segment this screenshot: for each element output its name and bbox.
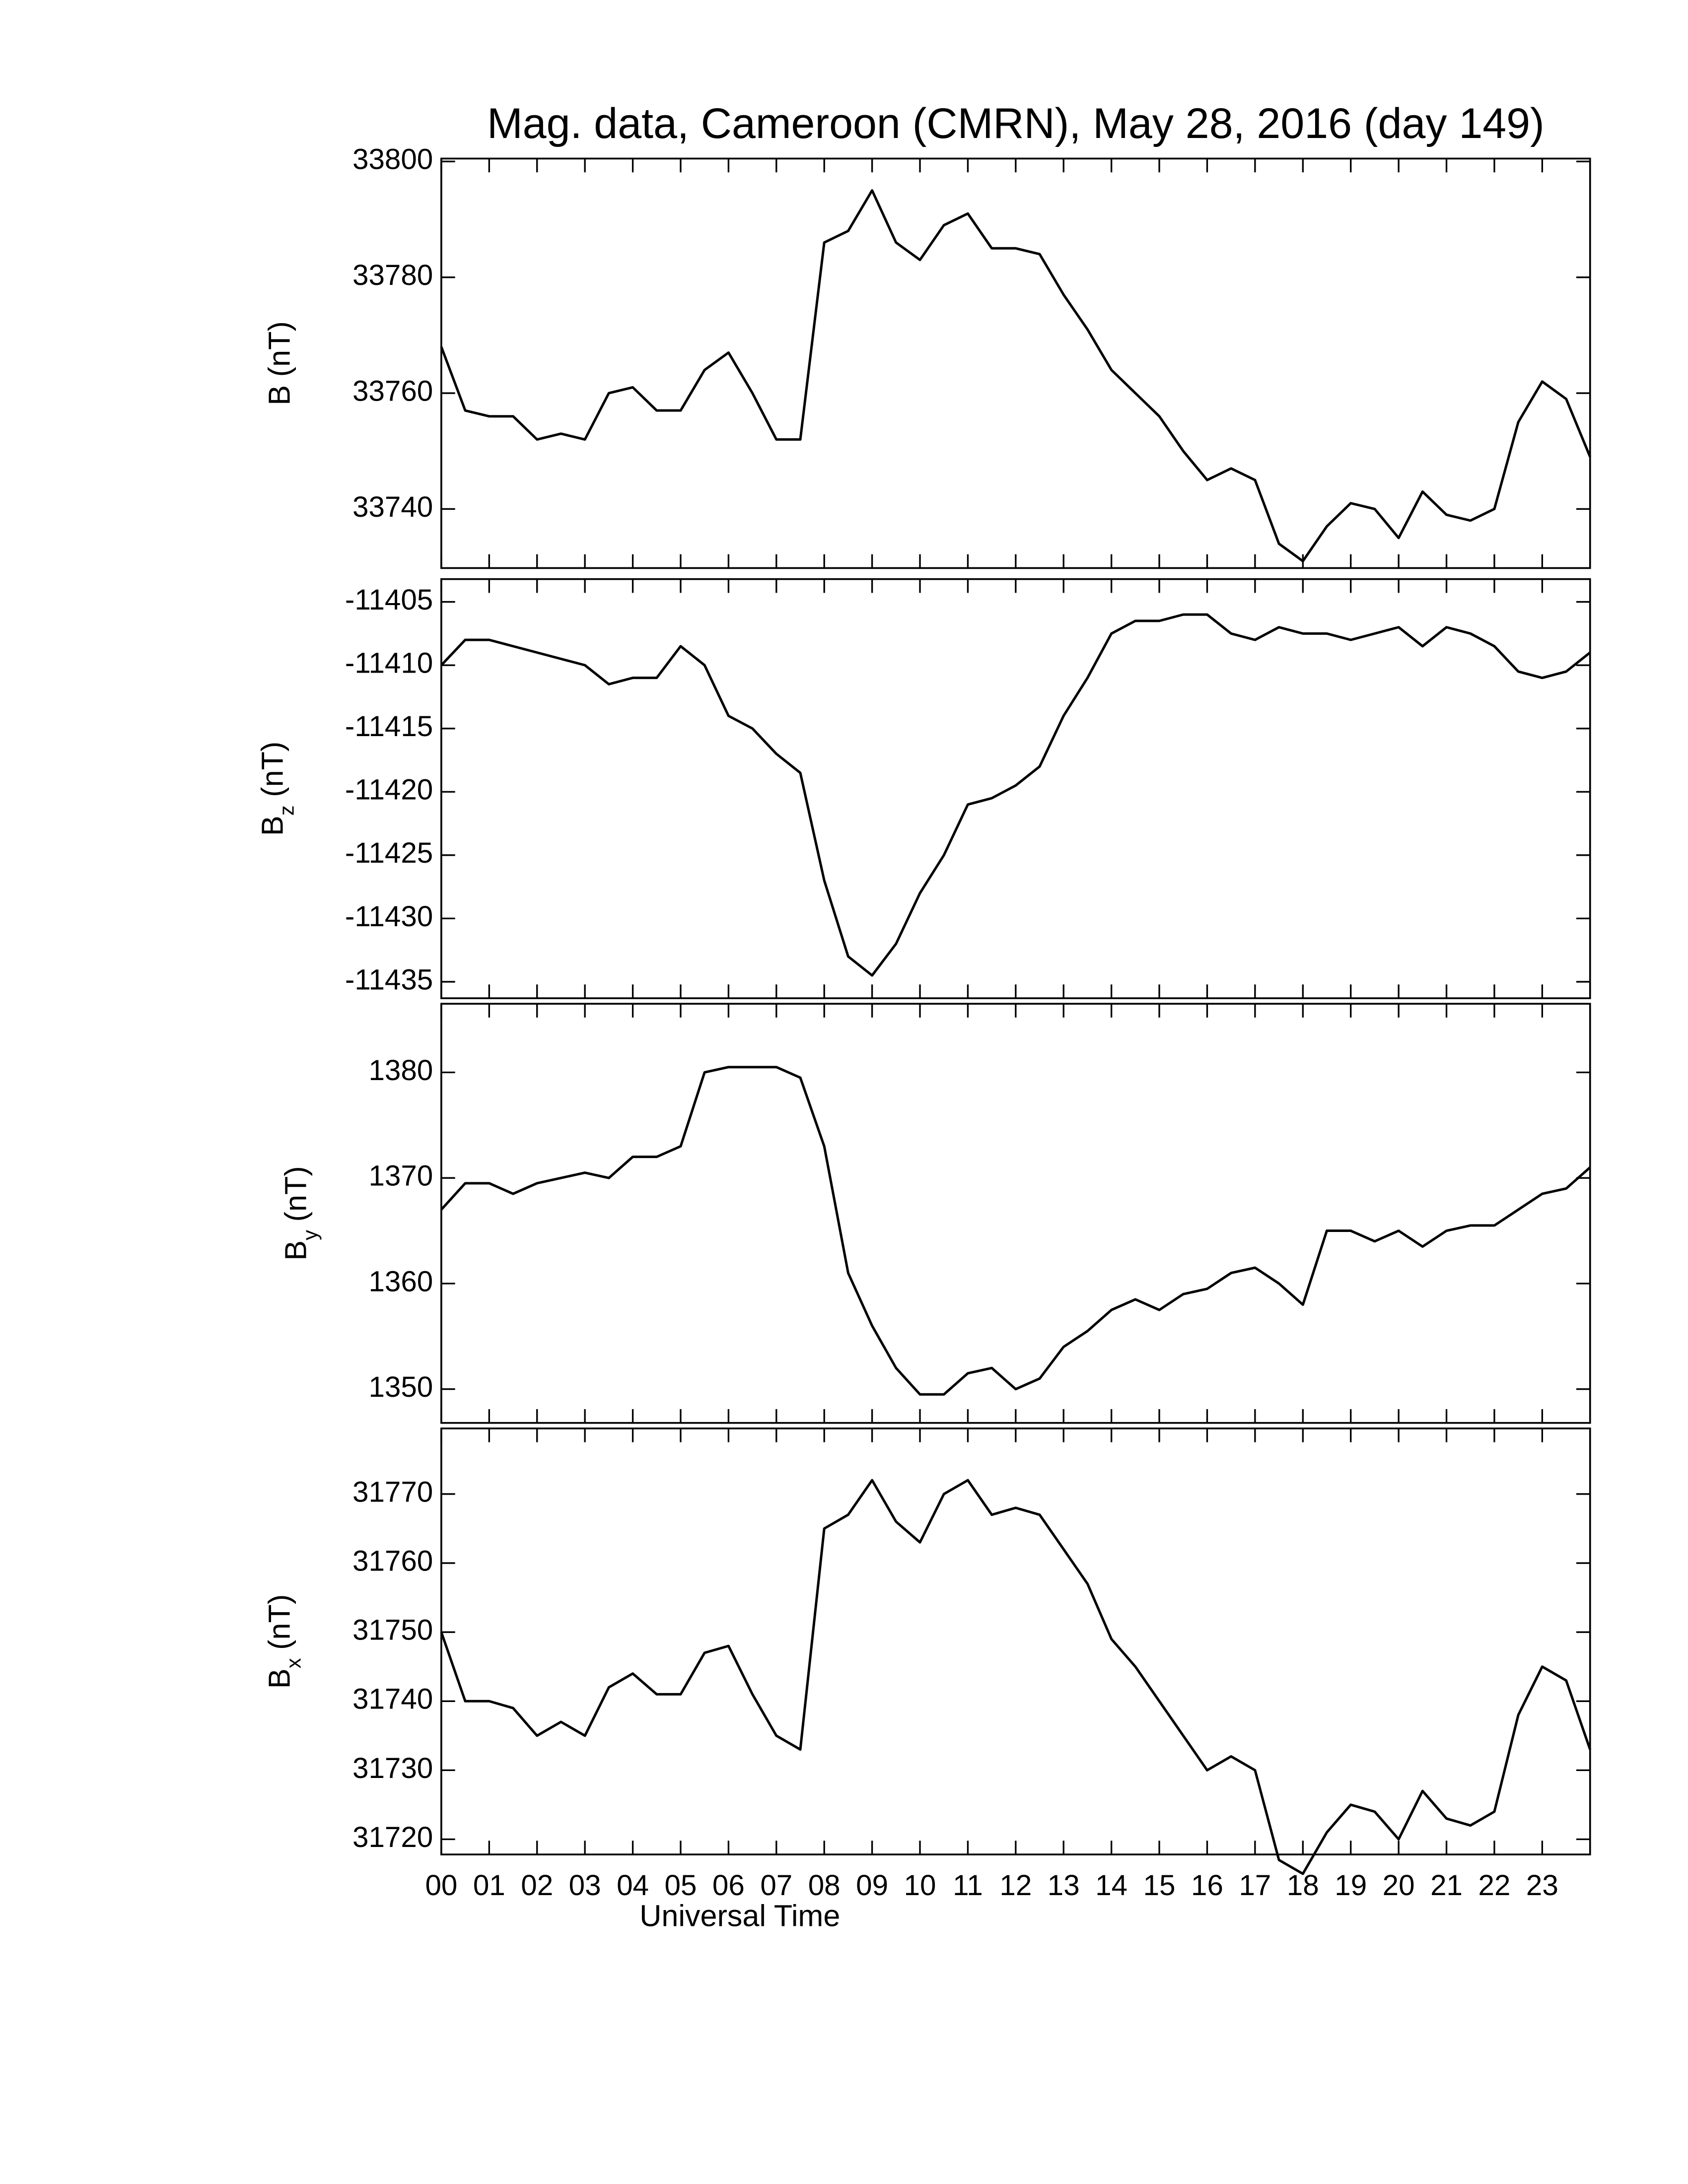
y-tick-label: 1360 bbox=[368, 1265, 433, 1297]
x-axis-label: Universal Time bbox=[639, 1899, 840, 1933]
y-label-subscript: z bbox=[275, 805, 298, 816]
y-tick-label: -11415 bbox=[345, 710, 433, 743]
x-tick-label: 03 bbox=[569, 1869, 601, 1902]
x-tick-label: 02 bbox=[521, 1869, 553, 1902]
x-tick-label: 08 bbox=[808, 1869, 841, 1902]
y-tick-label: 31750 bbox=[352, 1614, 433, 1646]
x-tick-label: 05 bbox=[665, 1869, 697, 1902]
y-tick-label: -11435 bbox=[345, 963, 433, 996]
x-tick-label: 21 bbox=[1430, 1869, 1463, 1902]
plot-frame bbox=[440, 1427, 1591, 1855]
y-label-symbol: B bbox=[255, 816, 289, 836]
x-tick-label: 11 bbox=[953, 1869, 983, 1902]
y-label-symbol: B bbox=[262, 1668, 296, 1689]
x-tick-label: 19 bbox=[1335, 1869, 1367, 1902]
x-tick-label: 10 bbox=[904, 1869, 936, 1902]
y-label-unit: (nT) bbox=[262, 1594, 296, 1650]
y-label-subscript: x bbox=[282, 1658, 305, 1668]
data-line bbox=[440, 1479, 1592, 1875]
y-label-unit: (nT) bbox=[255, 742, 289, 797]
y-tick-label: -11405 bbox=[345, 584, 433, 616]
x-tick-label: 01 bbox=[473, 1869, 505, 1902]
y-tick-label: -11430 bbox=[345, 900, 433, 933]
y-label-subscript: y bbox=[298, 1230, 322, 1240]
x-tick-label: 17 bbox=[1239, 1869, 1271, 1902]
y-axis-label: By (nT) bbox=[279, 1166, 322, 1260]
x-tick-label: 12 bbox=[999, 1869, 1032, 1902]
x-tick-label: 09 bbox=[856, 1869, 888, 1902]
y-tick-label: 33780 bbox=[352, 259, 433, 291]
data-line bbox=[440, 613, 1591, 977]
x-tick-label: 07 bbox=[760, 1869, 792, 1902]
y-tick-label: 1370 bbox=[368, 1160, 433, 1192]
x-tick-label: 22 bbox=[1478, 1869, 1511, 1902]
data-line bbox=[440, 1066, 1591, 1396]
x-tick-label: 04 bbox=[617, 1869, 649, 1902]
chart-title: Mag. data, Cameroon (CMRN), May 28, 2016… bbox=[487, 100, 1545, 147]
y-tick-label: 1350 bbox=[368, 1371, 433, 1403]
y-label-symbol: B bbox=[262, 385, 296, 406]
y-tick-label: 31740 bbox=[352, 1683, 433, 1715]
y-axis-label: Bz (nT) bbox=[255, 742, 298, 836]
x-tick-label: 15 bbox=[1143, 1869, 1176, 1902]
y-tick-label: 33760 bbox=[352, 375, 433, 407]
x-tick-label: 23 bbox=[1526, 1869, 1558, 1902]
y-tick-label: 33740 bbox=[352, 491, 433, 523]
x-tick-label: 20 bbox=[1383, 1869, 1415, 1902]
y-tick-label: -11425 bbox=[345, 837, 433, 869]
y-tick-label: 31760 bbox=[352, 1545, 433, 1577]
y-tick-label: -11420 bbox=[345, 774, 433, 806]
x-tick-label: 13 bbox=[1048, 1869, 1080, 1902]
y-label-symbol: B bbox=[279, 1240, 313, 1261]
data-line bbox=[440, 189, 1592, 562]
x-tick-label: 14 bbox=[1095, 1869, 1127, 1902]
y-axis-label: B (nT) bbox=[262, 321, 296, 405]
y-axis-label: Bx (nT) bbox=[262, 1594, 305, 1689]
y-tick-label: 31730 bbox=[352, 1752, 433, 1784]
y-label-unit: (nT) bbox=[279, 1166, 313, 1222]
x-tick-label: 16 bbox=[1191, 1869, 1223, 1902]
y-tick-label: 1380 bbox=[368, 1054, 433, 1087]
y-tick-label: 31720 bbox=[352, 1821, 433, 1853]
y-tick-label: 33800 bbox=[352, 143, 433, 176]
plot-frame bbox=[440, 157, 1591, 569]
x-tick-label: 06 bbox=[712, 1869, 745, 1902]
y-tick-label: -11410 bbox=[345, 647, 433, 680]
y-label-unit: (nT) bbox=[262, 321, 296, 377]
y-tick-label: 31770 bbox=[352, 1476, 433, 1508]
plot-frame bbox=[440, 1003, 1591, 1424]
x-tick-label: 00 bbox=[425, 1869, 457, 1902]
